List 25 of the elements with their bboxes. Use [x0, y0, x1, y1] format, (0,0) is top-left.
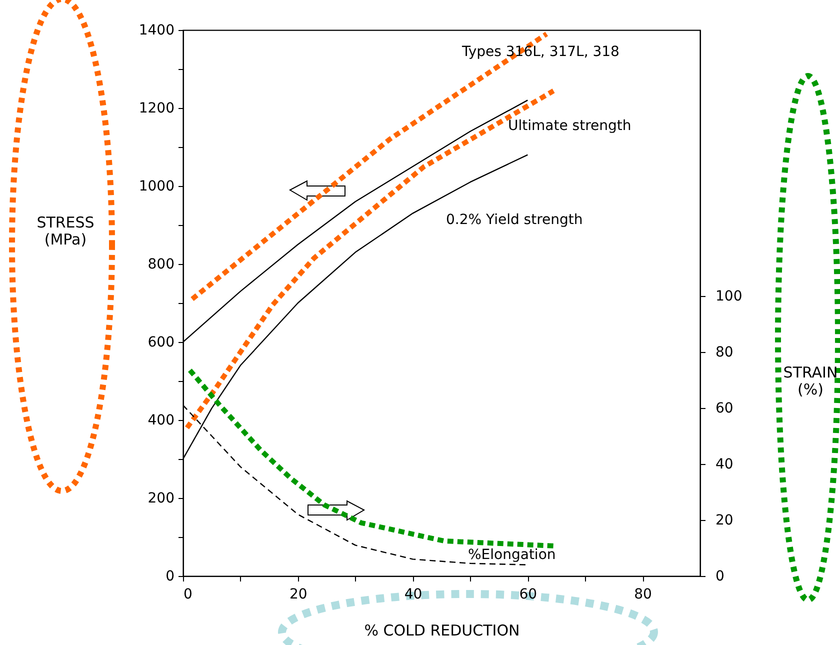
annotation: 0.2% Yield strength [446, 212, 583, 228]
y2-tick-label: 60 [716, 400, 734, 416]
y2-tick-label: 40 [716, 456, 734, 472]
y-tick-label: 600 [148, 334, 174, 350]
annotation: %Elongation [468, 547, 556, 563]
y-tick-label: 200 [148, 490, 174, 506]
x-tick-label: 0 [184, 586, 192, 602]
y-tick-label: 800 [148, 256, 174, 272]
y-axis-title: STRESS (MPa) [36, 214, 94, 248]
y-tick-label: 1400 [138, 22, 174, 38]
x-tick-label: 60 [519, 586, 538, 602]
x-tick-label: 20 [289, 586, 308, 602]
y2-tick-label: 80 [716, 344, 734, 360]
y2-tick-label: 0 [716, 568, 724, 584]
y2-axis-title: STRAIN (%) [783, 364, 838, 398]
x-tick-label: 40 [404, 586, 422, 602]
x-axis-title: % COLD REDUCTION [364, 622, 520, 640]
y2-tick-label: 100 [716, 288, 742, 304]
y-tick-label: 0 [166, 568, 174, 584]
x-tick-label: 80 [634, 586, 652, 602]
y2-tick-label: 20 [716, 512, 734, 528]
y-tick-label: 1000 [138, 178, 174, 194]
annotation: Ultimate strength [508, 118, 632, 134]
y-tick-label: 400 [148, 412, 174, 428]
y-tick-label: 1200 [138, 100, 174, 116]
